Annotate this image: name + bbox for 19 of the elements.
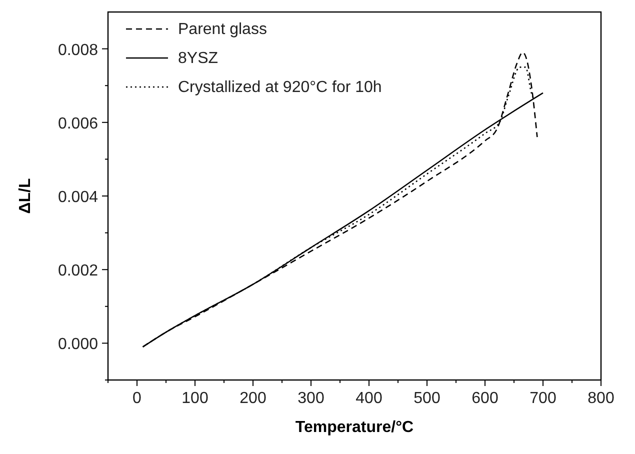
x-tick-label: 600 [472,390,498,407]
y-tick-label: 0.000 [58,336,98,354]
y-tick-label: 0.006 [58,115,98,132]
y-tick-label: 0.004 [58,189,98,206]
x-tick-label: 700 [530,390,556,407]
y-axis-title: ΔL/L [17,178,34,214]
x-tick-label: 0 [132,390,142,407]
legend-label: 8YSZ [178,50,218,67]
x-tick-label: 400 [356,390,382,407]
x-tick-label: 500 [414,390,440,407]
x-tick-label: 300 [298,390,324,407]
x-tick-label: 800 [588,390,614,407]
legend-label: Crystallized at 920°C for 10h [178,79,382,96]
y-tick-label: 0.002 [58,262,98,280]
x-tick-label: 200 [240,390,266,407]
legend-label: Parent glass [178,21,267,38]
x-tick-label: 100 [182,390,208,407]
x-axis-title: Temperature/°C [295,419,414,436]
y-tick-label: 0.008 [58,42,98,59]
